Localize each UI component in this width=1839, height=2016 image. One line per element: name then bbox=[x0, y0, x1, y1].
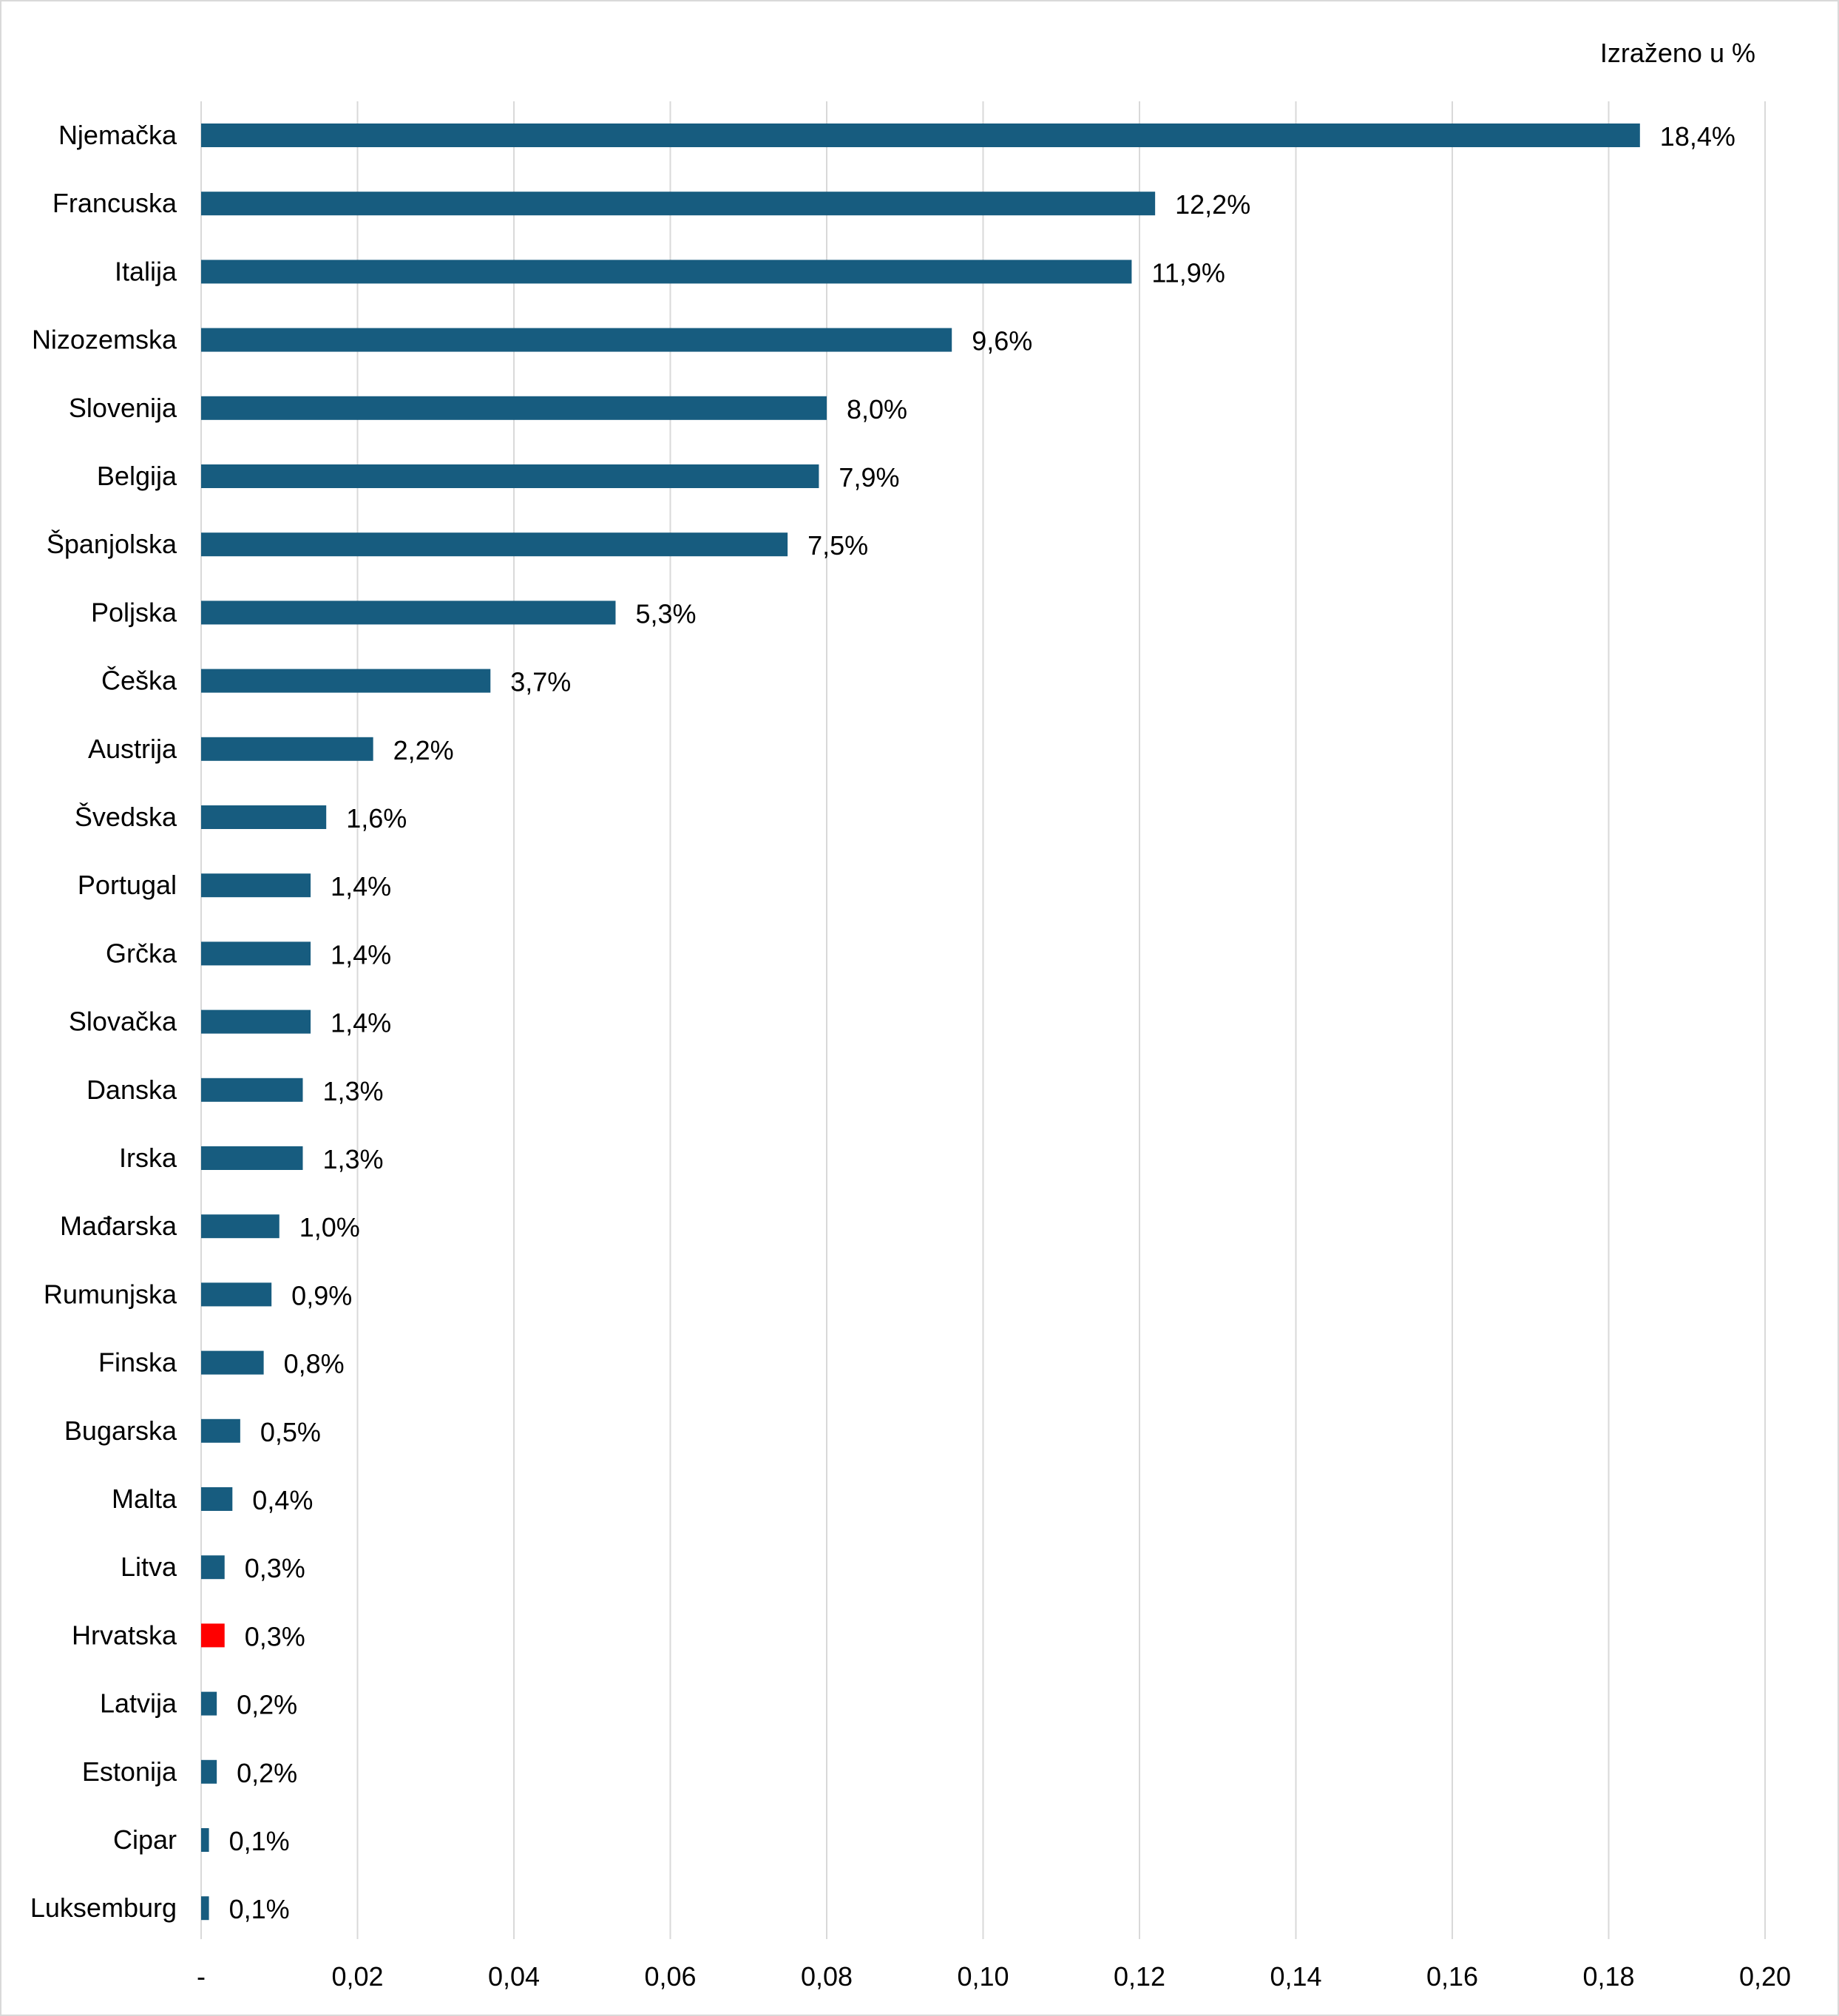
category-label: Švedska bbox=[75, 802, 177, 832]
category-label: Grčka bbox=[106, 938, 177, 968]
bar bbox=[201, 1282, 272, 1307]
bar bbox=[201, 1009, 311, 1034]
category-label: Bugarska bbox=[64, 1415, 177, 1446]
bar bbox=[201, 260, 1132, 284]
category-label: Cipar bbox=[113, 1824, 177, 1855]
bar bbox=[201, 737, 373, 761]
category-label: Italija bbox=[115, 256, 177, 286]
data-label: 7,9% bbox=[839, 462, 899, 493]
bar bbox=[201, 941, 311, 966]
x-tick-label: 0,08 bbox=[801, 1961, 853, 1992]
data-label: 18,4% bbox=[1660, 121, 1735, 152]
category-label: Malta bbox=[112, 1484, 177, 1514]
data-label: 0,8% bbox=[284, 1349, 345, 1379]
category-label: Latvija bbox=[100, 1688, 177, 1719]
category-label: Poljska bbox=[91, 597, 177, 627]
bar bbox=[201, 1214, 280, 1239]
data-label: 12,2% bbox=[1175, 189, 1250, 220]
category-label: Litva bbox=[121, 1552, 177, 1582]
bar bbox=[201, 873, 311, 898]
category-label: Njemačka bbox=[58, 120, 177, 150]
x-tick-label: 0,14 bbox=[1270, 1961, 1321, 1992]
data-label: 0,2% bbox=[237, 1690, 297, 1720]
x-tick-label: 0,06 bbox=[644, 1961, 696, 1992]
category-label: Slovačka bbox=[69, 1007, 177, 1037]
x-tick-label: 0,10 bbox=[957, 1961, 1009, 1992]
bar bbox=[201, 1759, 217, 1784]
x-tick-label: - bbox=[197, 1961, 206, 1992]
bar bbox=[201, 1896, 209, 1921]
bar bbox=[201, 669, 491, 693]
category-label: Nizozemska bbox=[32, 325, 177, 355]
data-label: 0,3% bbox=[245, 1553, 305, 1583]
category-label: Austrija bbox=[88, 734, 177, 764]
x-tick-label: 0,18 bbox=[1582, 1961, 1634, 1992]
bar bbox=[201, 1487, 233, 1511]
category-label: Irska bbox=[119, 1143, 177, 1173]
data-label: 1,4% bbox=[331, 871, 391, 902]
data-label: 3,7% bbox=[510, 667, 571, 697]
x-tick-label: 0,02 bbox=[331, 1961, 383, 1992]
category-label: Rumunjska bbox=[44, 1279, 177, 1309]
data-label: 9,6% bbox=[972, 326, 1032, 356]
bar bbox=[201, 601, 616, 625]
unit-note: Izraženo u % bbox=[1600, 38, 1755, 68]
bar bbox=[201, 1146, 303, 1170]
bar bbox=[201, 1350, 264, 1375]
data-label: 1,4% bbox=[331, 1008, 391, 1038]
category-label: Danska bbox=[87, 1075, 177, 1105]
bar bbox=[201, 805, 327, 829]
data-label: 0,2% bbox=[237, 1758, 297, 1788]
bar bbox=[201, 124, 1640, 147]
data-label: 1,4% bbox=[331, 939, 391, 970]
bar bbox=[201, 1418, 240, 1443]
x-tick-label: 0,04 bbox=[488, 1961, 540, 1992]
x-tick-label: 0,12 bbox=[1114, 1961, 1165, 1992]
category-label: Hrvatska bbox=[72, 1620, 177, 1650]
category-label: Francuska bbox=[53, 188, 177, 218]
bar bbox=[201, 328, 952, 352]
data-label: 7,5% bbox=[807, 530, 868, 561]
category-label: Luksemburg bbox=[30, 1892, 177, 1923]
data-label: 0,9% bbox=[291, 1280, 352, 1310]
data-label: 1,0% bbox=[299, 1212, 360, 1242]
data-label: 0,3% bbox=[245, 1621, 305, 1651]
data-label: 1,3% bbox=[322, 1076, 383, 1106]
category-label: Finska bbox=[98, 1347, 177, 1378]
data-label: 0,5% bbox=[260, 1417, 321, 1447]
bar bbox=[201, 532, 788, 557]
x-tick-label: 0,16 bbox=[1426, 1961, 1478, 1992]
category-label: Portugal bbox=[78, 870, 177, 900]
bar bbox=[201, 1555, 225, 1580]
data-label: 8,0% bbox=[847, 394, 907, 424]
data-label: 0,4% bbox=[252, 1485, 313, 1515]
bar bbox=[201, 192, 1156, 216]
category-label: Belgija bbox=[97, 461, 177, 491]
category-label: Češka bbox=[101, 666, 177, 696]
bar bbox=[201, 1691, 217, 1716]
bar bbox=[201, 1623, 225, 1648]
category-label: Estonija bbox=[82, 1756, 177, 1787]
x-tick-label: 0,20 bbox=[1739, 1961, 1791, 1992]
bar bbox=[201, 464, 819, 488]
bar bbox=[201, 1078, 303, 1102]
category-label: Slovenija bbox=[69, 393, 177, 423]
data-label: 1,3% bbox=[322, 1144, 383, 1174]
data-label: 0,1% bbox=[229, 1894, 290, 1924]
data-label: 2,2% bbox=[393, 735, 454, 765]
data-label: 0,1% bbox=[229, 1826, 290, 1856]
bar bbox=[201, 396, 827, 420]
data-label: 11,9% bbox=[1151, 257, 1225, 288]
data-label: 5,3% bbox=[635, 598, 696, 629]
category-label: Španjolska bbox=[47, 529, 177, 559]
category-label: Mađarska bbox=[60, 1211, 177, 1241]
bar bbox=[201, 1828, 209, 1852]
data-label: 1,6% bbox=[346, 803, 407, 833]
